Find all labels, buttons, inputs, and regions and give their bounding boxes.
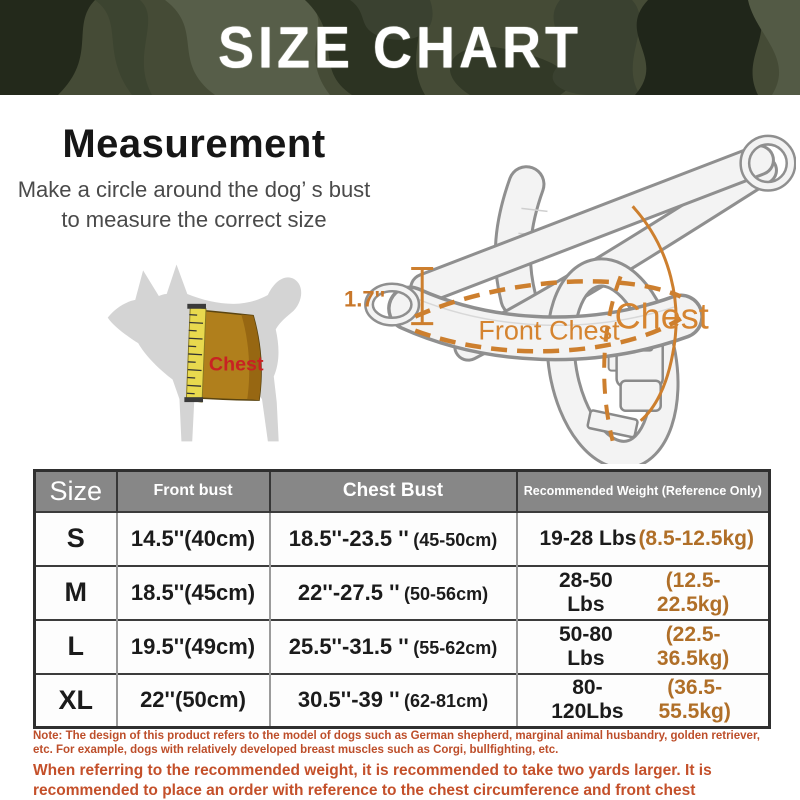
- weight-kg: (12.5-22.5kg): [656, 568, 730, 616]
- sizing-advice-note: When referring to the recommended weight…: [33, 762, 712, 799]
- table-row: S 14.5''(40cm) 18.5''-23.5 '' (45-50cm) …: [33, 511, 770, 566]
- chest-bust-cm: (45-50cm): [413, 529, 498, 550]
- front-bust-value: 19.5''(49cm): [115, 619, 270, 674]
- dog-chest-label: Chest: [209, 354, 264, 376]
- chest-bust-inches: 25.5''-31.5 '': [288, 633, 409, 659]
- table-row: XL 22''(50cm) 30.5''-39 '' (62-81cm) 80-…: [33, 673, 770, 728]
- page-title: SIZE CHART: [218, 15, 582, 80]
- chest-bust-cm: (50-56cm): [404, 583, 489, 604]
- measuring-tape-icon: [184, 303, 207, 403]
- size-value: L: [33, 619, 117, 674]
- harness-drawing: 1.7'' Front Chest Chest: [344, 134, 797, 470]
- col-header-chest-bust: Chest Bust: [268, 470, 517, 512]
- weight-lbs: 80-120Lbs: [551, 676, 624, 724]
- weight-kg: (8.5-12.5kg): [638, 526, 754, 550]
- col-header-front-bust: Front bust: [115, 470, 270, 512]
- dog-silhouette-icon: Chest: [107, 264, 302, 442]
- col-header-size: Size: [33, 470, 117, 512]
- col-header-weight: Recommended Weight (Reference Only): [515, 470, 770, 512]
- table-row: M 18.5''(45cm) 22''-27.5 '' (50-56cm) 28…: [33, 565, 770, 620]
- strap-width-label: 1.7'': [344, 287, 385, 312]
- footer-notes: Note: The design of this product refers …: [33, 729, 775, 800]
- front-bust-value: 18.5''(45cm): [115, 565, 270, 620]
- front-bust-value: 22''(50cm): [115, 673, 270, 728]
- table-header-row: Size Front bust Chest Bust Recommended W…: [33, 470, 770, 512]
- measurement-heading: Measurement: [62, 122, 326, 166]
- measurement-block: Measurement Make a circle around the dog…: [0, 122, 388, 235]
- camo-pattern: [0, 0, 800, 95]
- measurement-line2: to measure the correct size: [61, 207, 327, 232]
- weight-kg: (22.5-36.5kg): [656, 622, 730, 670]
- chest-bust-inches: 22''-27.5 '': [297, 579, 400, 605]
- table-row: L 19.5''(49cm) 25.5''-31.5 '' (55-62cm) …: [33, 619, 770, 674]
- weight-lbs: 50-80 Lbs: [559, 622, 613, 670]
- front-bust-value: 14.5''(40cm): [115, 511, 270, 566]
- weight-kg: (36.5-55.5kg): [658, 676, 731, 724]
- front-chest-label: Front Chest: [478, 316, 620, 346]
- size-value: S: [33, 511, 117, 566]
- chest-bust-inches: 30.5''-39 '': [297, 687, 400, 713]
- measurement-line1: Make a circle around the dog’ s bust: [17, 177, 371, 202]
- harness-illustration: 1.7'' Front Chest Chest: [330, 118, 797, 470]
- chest-bust-inches: 18.5''-23.5 '': [288, 525, 409, 551]
- chest-bust-cm: (62-81cm): [404, 691, 489, 712]
- design-note: Note: The design of this product refers …: [33, 730, 760, 756]
- front-d-ring-icon: [364, 282, 421, 327]
- size-value: XL: [33, 673, 117, 728]
- measurement-dashes: [411, 205, 682, 442]
- weight-lbs: 19-28 Lbs: [539, 526, 637, 550]
- chest-label: Chest: [615, 296, 709, 337]
- dog-measurement-illustration: Chest: [92, 252, 318, 450]
- camo-banner: SIZE CHART: [0, 0, 800, 95]
- weight-lbs: 28-50 Lbs: [559, 568, 613, 616]
- chest-bust-cm: (55-62cm): [413, 637, 498, 658]
- size-value: M: [33, 565, 117, 620]
- size-chart-table: Size Front bust Chest Bust Recommended W…: [33, 469, 771, 729]
- leash-ring-icon: [739, 134, 797, 192]
- measurement-instructions: Make a circle around the dog’ s bust to …: [0, 175, 388, 235]
